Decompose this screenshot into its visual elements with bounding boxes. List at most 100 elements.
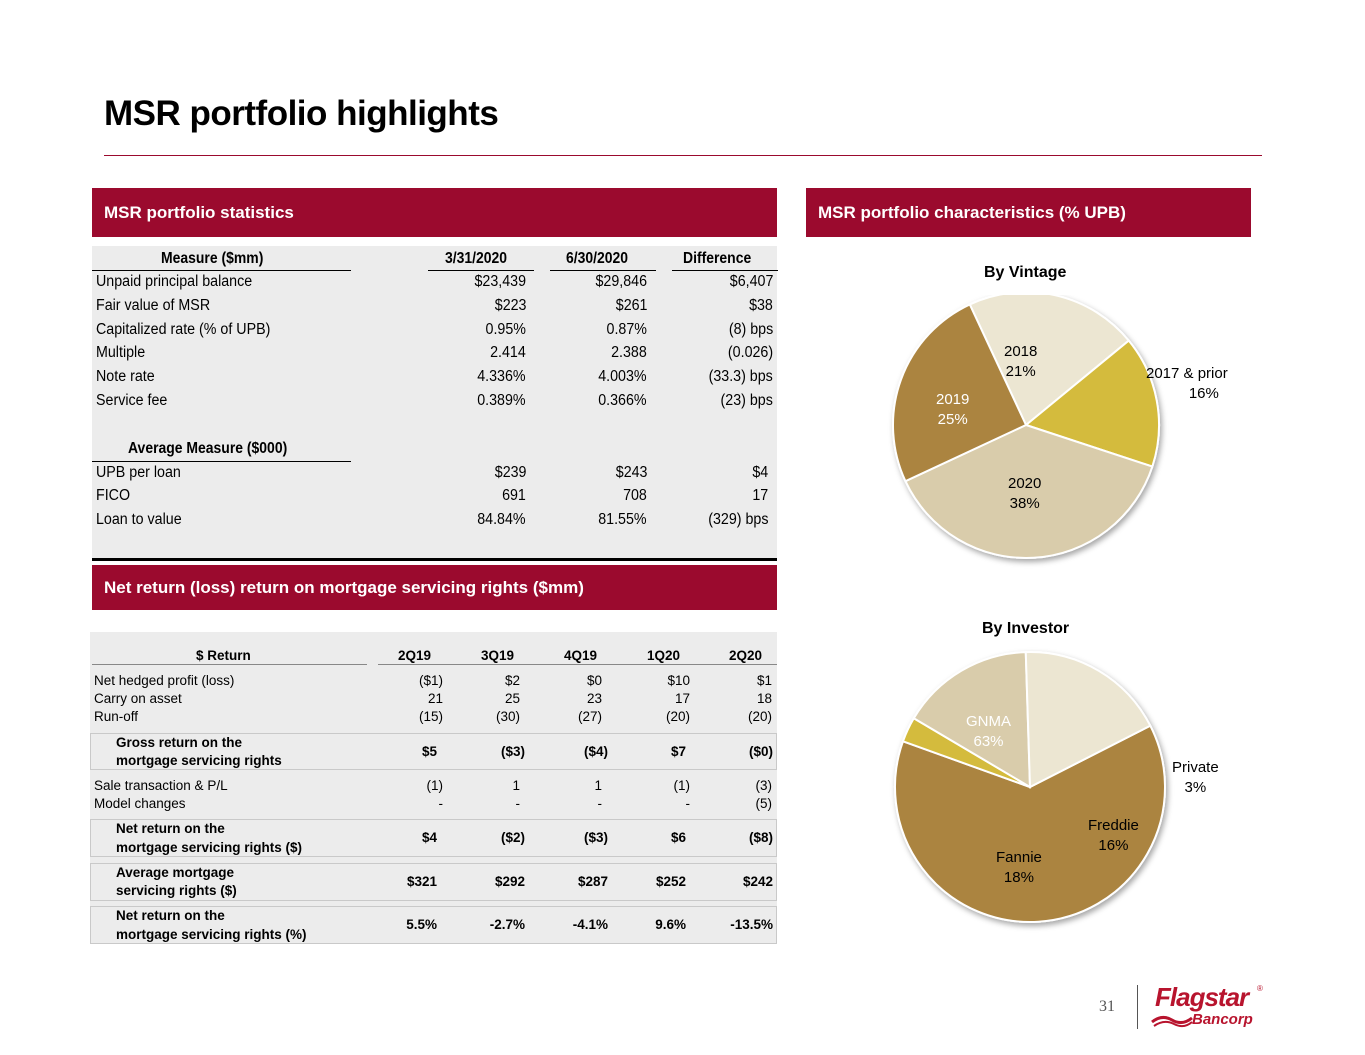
avg-row-diff: $4 [752, 464, 768, 481]
stats-row-q1: $23,439 [474, 273, 526, 290]
returns-col-header: 1Q20 [646, 648, 680, 663]
returns-bold-value: ($3) [583, 830, 608, 845]
returns-col-header: 2Q19 [397, 648, 431, 663]
stats-row-diff: (8) bps [728, 321, 773, 338]
returns-row-value: (27) [577, 709, 602, 724]
returns-row-value: - [685, 796, 691, 811]
stats-row-q2: $261 [615, 297, 647, 314]
stats-header-rule [92, 270, 351, 271]
stats-row-q2: $29,846 [595, 273, 647, 290]
returns-row-value: $0 [586, 673, 602, 688]
stats-row-q1: 0.95% [485, 321, 526, 338]
flagstar-logo: Flagstar ® Bancorp [1150, 982, 1270, 1032]
returns-row-label: Model changes [94, 796, 186, 811]
stats-row-label: Note rate [96, 368, 155, 385]
returns-row-value: 21 [427, 691, 443, 706]
returns-col-header: 2Q20 [728, 648, 762, 663]
returns-bold-value: ($4) [583, 744, 608, 759]
returns-bold-value: ($8) [748, 830, 773, 845]
vintage-label-2020: 2020 38% [1008, 475, 1042, 512]
investor-label-fannie: Fannie 18% [996, 849, 1042, 886]
net-return-box [90, 819, 777, 857]
returns-col-label: $ Return [196, 648, 251, 663]
page-title: MSR portfolio highlights [104, 94, 499, 133]
stats-row-label: Unpaid principal balance [96, 273, 253, 290]
stats-row-q2: 2.388 [611, 344, 647, 361]
returns-bold-value: ($2) [500, 830, 525, 845]
returns-row-label: Carry on asset [94, 691, 182, 706]
avg-row-q1: $239 [494, 464, 526, 481]
pie-slice-freddie [912, 651, 1032, 789]
stats-section-header: MSR portfolio statistics [92, 188, 777, 237]
returns-row-label: Net hedged profit (loss) [94, 673, 235, 688]
returns-bold-value: -2.7% [489, 917, 525, 932]
returns-bold-label: servicing rights ($) [116, 883, 237, 898]
returns-row-value: $10 [667, 673, 690, 688]
stats-row-label: Fair value of MSR [96, 297, 211, 314]
returns-bold-value: ($3) [500, 744, 525, 759]
logo-wordmark: Flagstar [1155, 982, 1249, 1012]
returns-bold-value: -4.1% [572, 917, 608, 932]
returns-row-value: 1 [594, 778, 602, 793]
avg-row-q2: 708 [623, 487, 647, 504]
returns-row-label: Sale transaction & P/L [94, 778, 228, 793]
returns-bold-value: $7 [670, 744, 686, 759]
vintage-label-2017-prior: 2017 & prior 16% [1146, 365, 1228, 402]
pie-slice-2018 [968, 295, 1131, 427]
pie-slice-2020 [904, 423, 1154, 559]
stats-row-diff: $38 [749, 297, 773, 314]
returns-bold-label: mortgage servicing rights ($) [116, 840, 303, 855]
returns-row-value: - [515, 796, 521, 811]
stats-panel-bottom-rule [92, 558, 777, 561]
logo-registered: ® [1257, 984, 1263, 993]
returns-row-value: (3) [755, 778, 773, 793]
returns-row-value: (20) [747, 709, 772, 724]
returns-bold-value: 9.6% [655, 917, 686, 932]
returns-row-value: 25 [504, 691, 520, 706]
gross-return-box [90, 733, 777, 770]
pie-slice-2019 [892, 303, 1028, 483]
page-number: 31 [1099, 998, 1115, 1015]
returns-row-value: (1) [426, 778, 444, 793]
stats-row-label: Multiple [96, 344, 146, 361]
investor-chart-title: By Investor [982, 620, 1070, 637]
returns-bold-value: $252 [655, 874, 686, 889]
stats-panel [92, 246, 777, 559]
stats-col-q2: 6/30/2020 [566, 250, 629, 267]
returns-bold-label: mortgage servicing rights [116, 753, 282, 768]
returns-row-value: (20) [665, 709, 690, 724]
stats-row-q1: 0.389% [477, 392, 526, 409]
investor-label-freddie: Freddie 16% [1088, 817, 1139, 854]
returns-row-label: Run-off [94, 709, 139, 724]
returns-bold-value: $292 [494, 874, 525, 889]
logo-sub: Bancorp [1192, 1011, 1253, 1028]
returns-row-value: $2 [504, 673, 520, 688]
avg-row-label: FICO [96, 487, 131, 504]
returns-bold-value: $242 [742, 874, 773, 889]
vintage-pie-chart [892, 295, 1160, 559]
stats-avg-header: Average Measure ($000) [128, 440, 288, 457]
investor-label-private: Private 3% [1172, 759, 1219, 796]
returns-header-rule [378, 664, 777, 665]
vintage-chart-title: By Vintage [984, 264, 1067, 281]
investor-pie-chart [894, 651, 1166, 923]
stats-header-rule [428, 270, 534, 271]
returns-bold-label: Gross return on the [116, 735, 243, 750]
pie-slice-gnma [894, 724, 1166, 923]
returns-col-header: 3Q19 [480, 648, 514, 663]
returns-bold-value: ($0) [748, 744, 773, 759]
stats-row-q1: 2.414 [490, 344, 526, 361]
stats-col-q1: 3/31/2020 [445, 250, 508, 267]
returns-bold-value: 5.5% [406, 917, 437, 932]
stats-row-label: Service fee [96, 392, 168, 409]
investor-label-gnma: GNMA 63% [966, 713, 1011, 750]
returns-row-value: 17 [674, 691, 690, 706]
characteristics-section-header: MSR portfolio characteristics (% UPB) [806, 188, 1251, 237]
returns-bold-value: $5 [421, 744, 437, 759]
avg-row-label: UPB per loan [96, 464, 181, 481]
stats-row-diff: (33.3) bps [708, 368, 773, 385]
stats-col-difference: Difference [683, 250, 752, 267]
returns-bold-label: Average mortgage [116, 865, 235, 880]
returns-row-value: (15) [418, 709, 443, 724]
returns-bold-value: $321 [406, 874, 437, 889]
